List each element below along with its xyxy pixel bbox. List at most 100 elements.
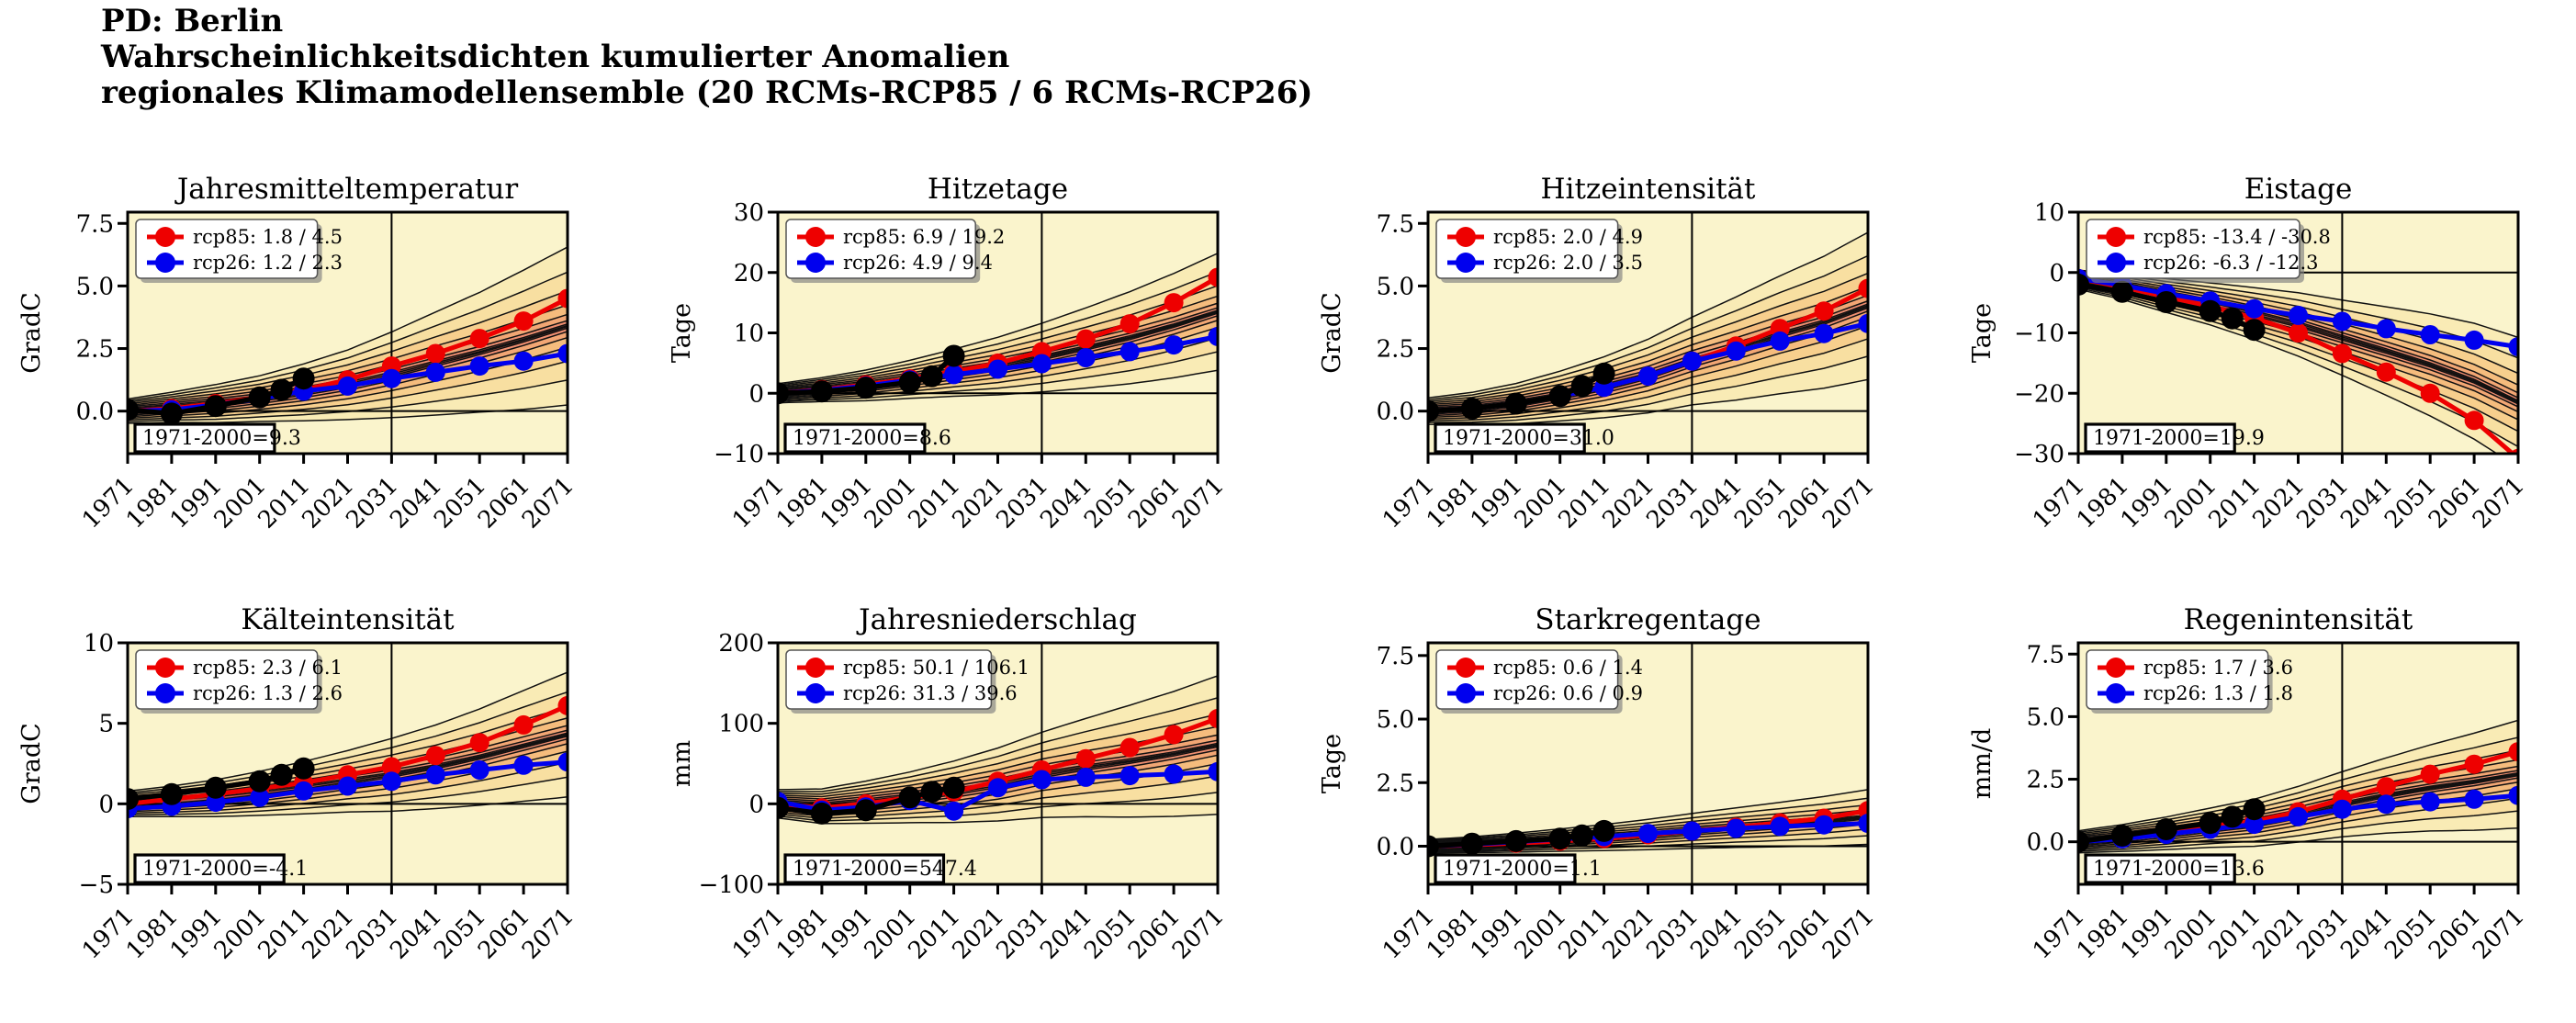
legend-marker-rcp85-icon	[805, 227, 826, 247]
rcp85-series-marker	[1814, 301, 1834, 321]
legend-label-rcp26: rcp26: 1.2 / 2.3	[193, 252, 343, 274]
historical-series-marker	[1592, 819, 1615, 842]
legend-label-rcp85: rcp85: 50.1 / 106.1	[843, 657, 1029, 679]
historical-series-marker	[2221, 307, 2244, 330]
historical-series-marker	[1428, 835, 1439, 858]
y-axis-label: Tage	[1318, 734, 1346, 793]
subplot-kaelteintensitaet: 1971198119912001201120212031204120512061…	[17, 603, 579, 965]
y-tick-label: 0	[2049, 260, 2064, 287]
y-tick-label: 5.0	[2027, 703, 2064, 731]
rcp26-series-marker	[2508, 785, 2518, 805]
rcp85-series-marker	[2464, 410, 2484, 431]
rcp85-series-marker	[557, 695, 568, 715]
historical-series-marker	[2110, 824, 2133, 847]
rcp26-series-marker	[469, 356, 489, 377]
historical-series-marker	[854, 377, 877, 399]
rcp26-series-marker	[1770, 816, 1790, 837]
legend-label-rcp26: rcp26: 31.3 / 39.6	[843, 682, 1018, 704]
rcp26-series-marker	[2332, 799, 2352, 819]
legend: rcp85: 1.8 / 4.5 rcp26: 1.2 / 2.3	[135, 219, 343, 283]
rcp26-series-marker	[944, 801, 964, 821]
historical-series-marker	[920, 781, 943, 804]
rcp26-series-marker	[988, 359, 1007, 379]
legend-marker-rcp85-icon	[155, 658, 175, 678]
rcp26-series-marker	[1638, 366, 1658, 386]
y-tick-label: 0	[748, 791, 764, 818]
rcp26-series-marker	[381, 771, 401, 792]
historical-series-marker	[810, 802, 833, 825]
rcp26-series-marker	[1726, 818, 1746, 838]
y-tick-label: −20	[2014, 380, 2064, 408]
rcp85-series-marker	[1208, 267, 1218, 287]
rcp85-series-marker	[2464, 754, 2484, 774]
rcp26-series-marker	[1814, 323, 1834, 343]
rcp26-series-marker	[2508, 337, 2518, 357]
axes-content	[128, 643, 568, 884]
legend-marker-rcp26-icon	[1456, 253, 1476, 273]
y-tick-label: 20	[734, 260, 764, 287]
annotation: 1971-2000=-4.1	[133, 853, 308, 884]
plot-title: Jahresniederschlag	[856, 603, 1137, 636]
historical-series-marker	[810, 380, 833, 403]
x-tick-label: 2071	[2468, 472, 2530, 534]
historical-series-marker	[1592, 362, 1615, 385]
historical-series-marker	[1548, 827, 1571, 850]
historical-series-marker	[898, 371, 921, 394]
y-tick-label: 2.5	[1377, 336, 1414, 364]
legend-box	[785, 649, 993, 710]
y-tick-label: −100	[699, 871, 764, 899]
historical-series-marker	[270, 763, 293, 786]
rcp26-series-marker	[2464, 789, 2484, 809]
annotation: 1971-2000=1.1	[1434, 853, 1602, 884]
legend-box	[2086, 219, 2300, 279]
legend-label-rcp26: rcp26: 0.6 / 0.9	[1493, 682, 1643, 704]
rcp85-series-marker	[425, 746, 445, 766]
legend: rcp85: 1.7 / 3.6 rcp26: 1.3 / 1.8	[2086, 649, 2293, 714]
axes-content	[2078, 643, 2518, 884]
y-axis-label: Tage	[1968, 303, 1997, 363]
rcp85-series-marker	[2376, 362, 2396, 382]
annotation: 1971-2000=9.3	[133, 422, 301, 454]
rcp26-series-marker	[1031, 770, 1052, 790]
rcp26-series-marker	[1119, 342, 1140, 362]
plot-title: Jahresmitteltemperatur	[174, 173, 519, 206]
historical-series	[778, 776, 965, 825]
rcp26-series-marker	[338, 776, 357, 796]
annotation-box	[1434, 422, 1586, 454]
subplot-jahresniederschlag: 1971198119912001201120212031204120512061…	[668, 603, 1230, 965]
y-tick-label: −10	[2014, 320, 2064, 348]
annotation: 1971-2000=13.6	[2084, 853, 2265, 884]
rcp85-series-marker	[2420, 383, 2440, 403]
historical-series	[128, 367, 315, 425]
legend-marker-rcp26-icon	[2106, 683, 2126, 703]
rcp26-series-marker	[2376, 794, 2396, 815]
historical-series-marker	[778, 796, 789, 819]
y-tick-label: 100	[718, 711, 764, 738]
y-tick-label: −10	[714, 441, 764, 468]
legend-marker-rcp85-icon	[2106, 658, 2126, 678]
header-line-1: PD: Berlin	[101, 3, 284, 39]
historical-series-marker	[898, 786, 921, 809]
rcp26-series-marker	[2464, 330, 2484, 350]
y-tick-label: 7.5	[2027, 641, 2064, 669]
historical-series-marker	[1570, 375, 1593, 398]
x-tick-label: 2071	[2468, 903, 2530, 965]
rcp85-series-marker	[1208, 708, 1218, 728]
y-tick-label: 7.5	[1377, 210, 1414, 238]
rcp26-series-marker	[1164, 335, 1184, 355]
rcp26-series-marker	[1814, 815, 1834, 835]
legend-marker-rcp85-icon	[805, 658, 826, 678]
rcp26-series-marker	[425, 362, 445, 382]
historical-series-marker	[920, 365, 943, 388]
rcp85-series-marker	[381, 757, 401, 777]
subplot-hitzetage: 1971198119912001201120212031204120512061…	[668, 173, 1230, 534]
rcp26-series-marker	[425, 765, 445, 785]
historical-series-marker	[270, 378, 293, 401]
legend-label-rcp85: rcp85: -13.4 / -30.8	[2143, 226, 2331, 248]
legend-label-rcp26: rcp26: 1.3 / 2.6	[193, 682, 343, 704]
rcp85-series-marker	[469, 329, 489, 349]
rcp26-series-marker	[2244, 298, 2265, 319]
legend-label-rcp85: rcp85: 2.3 / 6.1	[193, 657, 343, 679]
y-tick-label: 0	[748, 380, 764, 408]
legend-label-rcp26: rcp26: 1.3 / 1.8	[2143, 682, 2293, 704]
